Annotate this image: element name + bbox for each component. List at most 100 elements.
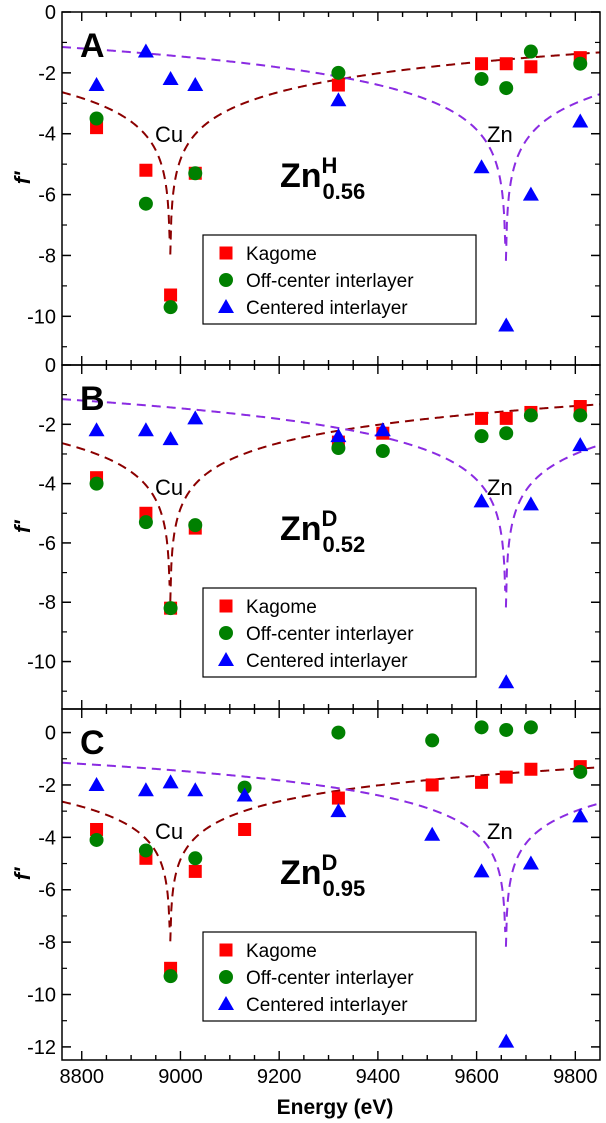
sample-label: ZnD 0.95 [280,850,365,901]
y-tick-label: -4 [38,827,56,849]
sample-label: ZnH 0.56 [280,153,365,204]
zn-fit-curve [62,398,507,591]
data-markers [88,400,589,689]
zn-edge-label: Zn [487,819,513,844]
offcenter-marker [138,843,153,858]
centered-marker [522,855,539,870]
centered-marker [473,863,490,878]
y-axis-label: f' [10,171,35,184]
sample-label-sup: D [322,850,338,875]
offcenter-marker [425,733,440,748]
kagome-marker [238,822,252,836]
kagome-marker [499,411,513,425]
offcenter-marker [219,970,233,984]
centered-marker [218,652,234,666]
legend-box [202,931,477,1022]
y-tick-label: -4 [38,474,56,496]
y-axis-label: f' [10,867,35,880]
centered-marker [162,70,179,85]
centered-marker [498,1033,515,1048]
y-tick-label: -12 [27,1037,56,1059]
kagome-marker [425,778,439,792]
data-markers [88,720,589,1048]
sample-label-base: Zn [280,157,322,195]
centered-marker [236,787,253,802]
kagome-marker [164,288,178,302]
legend-label: Centered interlayer [246,298,408,319]
offcenter-marker [523,44,538,59]
cu-edge-label: Cu [155,475,183,500]
x-tick-label: 9200 [257,1066,302,1088]
legend: Kagome Off-center interlayer Centered inte… [202,587,477,678]
y-tick-label: -8 [38,592,56,614]
kagome-marker [188,864,202,878]
kagome-marker [331,791,345,805]
y-tick-label: -8 [38,245,56,267]
kagome-marker [524,762,538,776]
legend-box [202,587,477,678]
panel-letter: B [80,380,105,418]
cu-fit-curve [169,766,600,942]
legend-label: Off-center interlayer [246,624,414,645]
offcenter-marker [138,515,153,530]
offcenter-marker [219,273,233,287]
y-tick-label: -8 [38,932,56,954]
x-tick-label: 9600 [454,1066,499,1088]
offcenter-marker [331,725,346,740]
y-tick-label: 0 [45,2,56,24]
sample-label-base: Zn [280,854,322,892]
cu-edge-label: Cu [155,819,183,844]
sample-label-sub: 0.56 [322,179,365,204]
y-tick-label: -2 [38,775,56,797]
sample-label-sup: H [322,153,338,178]
centered-marker [374,422,391,437]
kagome-marker [219,943,233,957]
centered-marker [218,996,234,1010]
panel-frame [61,708,601,1061]
centered-marker [498,674,515,689]
legend-label: Centered interlayer [246,995,408,1016]
legend-label: Off-center interlayer [246,968,414,989]
offcenter-marker [163,601,178,616]
y-tick-label: -6 [38,185,56,207]
centered-marker [424,826,441,841]
offcenter-marker [138,196,153,211]
offcenter-marker [89,476,104,491]
kagome-marker [475,775,489,789]
centered-marker [572,437,589,452]
centered-marker [187,410,204,425]
panel-letter: A [80,27,105,65]
centered-marker [218,299,234,313]
cu-fit-curve [169,51,600,255]
centered-marker [498,317,515,332]
offcenter-marker [89,832,104,847]
y-tick-label: 0 [45,355,56,377]
x-tick-label: 9400 [356,1066,401,1088]
y-axis-label: f' [10,520,35,533]
kagome-marker [499,770,513,784]
centered-marker [330,428,347,443]
centered-marker [162,431,179,446]
kagome-marker [475,411,489,425]
offcenter-marker [499,722,514,737]
offcenter-marker [89,111,104,126]
offcenter-marker [573,408,588,423]
kagome-marker [139,163,153,177]
cu-fit-curve [62,91,171,239]
centered-marker [473,159,490,174]
offcenter-marker [474,720,489,735]
kagome-marker [219,246,233,260]
centered-marker [137,43,154,58]
centered-marker [473,493,490,508]
y-tick-label: -4 [38,124,56,146]
centered-marker [330,92,347,107]
centered-marker [88,776,105,791]
offcenter-marker [219,626,233,640]
kagome-marker [331,78,345,92]
centered-marker [522,496,539,511]
offcenter-marker [573,56,588,71]
y-tick-label: -6 [38,880,56,902]
legend-label: Centered interlayer [246,651,408,672]
centered-marker [187,782,204,797]
